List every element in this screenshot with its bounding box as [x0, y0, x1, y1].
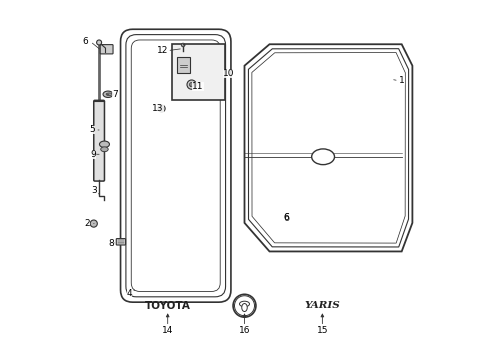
FancyBboxPatch shape: [116, 239, 125, 245]
Text: 7: 7: [112, 90, 118, 99]
Text: 11: 11: [192, 82, 203, 91]
Text: 3: 3: [91, 186, 97, 195]
Circle shape: [186, 80, 196, 89]
Circle shape: [158, 105, 165, 112]
Circle shape: [189, 82, 193, 87]
Text: 4: 4: [126, 289, 132, 298]
Ellipse shape: [106, 93, 112, 95]
Text: 2: 2: [84, 219, 90, 228]
Circle shape: [90, 220, 97, 227]
Text: 6: 6: [283, 212, 289, 222]
Circle shape: [97, 40, 102, 45]
Ellipse shape: [101, 147, 108, 152]
Text: YARIS: YARIS: [304, 301, 340, 310]
Text: TOYOTA: TOYOTA: [144, 301, 190, 311]
Text: 14: 14: [162, 326, 173, 335]
FancyBboxPatch shape: [131, 40, 220, 292]
Text: 13: 13: [152, 104, 163, 113]
Polygon shape: [177, 58, 190, 73]
FancyBboxPatch shape: [100, 45, 113, 54]
FancyBboxPatch shape: [121, 29, 230, 302]
Text: 15: 15: [316, 326, 327, 335]
Ellipse shape: [311, 149, 334, 165]
Text: 5: 5: [89, 126, 95, 135]
Text: 8: 8: [108, 239, 114, 248]
Text: 9: 9: [90, 150, 96, 159]
Text: 12: 12: [157, 46, 168, 55]
Circle shape: [234, 296, 254, 316]
Text: 1: 1: [398, 76, 404, 85]
Polygon shape: [251, 53, 405, 243]
Text: 16: 16: [238, 326, 250, 335]
Text: 10: 10: [222, 69, 234, 78]
Ellipse shape: [241, 303, 247, 311]
Ellipse shape: [103, 91, 113, 98]
Ellipse shape: [99, 141, 109, 148]
Circle shape: [160, 107, 163, 111]
Ellipse shape: [239, 301, 249, 307]
Circle shape: [233, 294, 255, 317]
FancyBboxPatch shape: [94, 100, 104, 181]
Text: 6: 6: [82, 37, 87, 46]
Polygon shape: [248, 49, 408, 247]
Text: 6: 6: [283, 213, 289, 222]
FancyBboxPatch shape: [172, 44, 225, 100]
FancyBboxPatch shape: [125, 35, 225, 297]
Polygon shape: [244, 44, 411, 251]
Circle shape: [181, 43, 184, 47]
